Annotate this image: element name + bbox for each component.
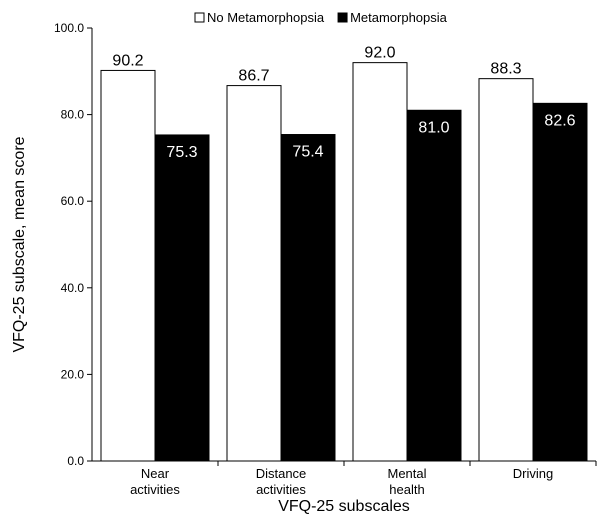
x-axis: Near activities Distance activities Mental he… xyxy=(92,460,597,497)
y-tick-label: 60.0 xyxy=(61,194,85,208)
bar xyxy=(100,69,156,462)
x-tick-label: Mental health xyxy=(387,466,426,497)
bar xyxy=(532,102,588,462)
x-axis-title: VFQ-25 subscales xyxy=(278,498,410,515)
y-tick-label: 20.0 xyxy=(61,367,85,381)
y-tick-label: 40.0 xyxy=(61,281,85,295)
data-label: 92.0 xyxy=(364,45,395,62)
y-tick-label: 100.0 xyxy=(54,21,84,35)
y-axis-title: VFQ-25 subscale, mean score xyxy=(11,136,28,352)
y-tick-label: 0.0 xyxy=(67,454,84,468)
bar xyxy=(352,62,408,462)
data-label: 81.0 xyxy=(418,119,449,136)
data-label: 75.3 xyxy=(166,144,197,161)
y-axis: 0.0 20.0 40.0 60.0 80.0 100.0 xyxy=(54,21,93,468)
x-tick-label: Driving xyxy=(513,466,553,481)
y-tick-label: 80.0 xyxy=(61,108,85,122)
legend-label: Metamorphopsia xyxy=(350,10,448,25)
data-label: 86.7 xyxy=(238,68,269,85)
x-tick-label: Near activities xyxy=(130,466,180,497)
bar xyxy=(280,134,336,462)
bar xyxy=(406,109,462,462)
data-label: 82.6 xyxy=(544,112,575,129)
data-label: 88.3 xyxy=(490,61,521,78)
legend-swatch xyxy=(194,12,205,23)
legend-label: No Metamorphopsia xyxy=(207,10,325,25)
data-label: 90.2 xyxy=(112,52,143,69)
data-label: 75.4 xyxy=(292,144,323,161)
bar xyxy=(154,134,210,462)
bar xyxy=(226,85,282,462)
legend-swatch xyxy=(337,12,348,23)
bar xyxy=(478,78,534,462)
legend: No Metamorphopsia Metamorphopsia xyxy=(194,10,448,25)
bars: 90.2 75.3 86.7 75.4 92.0 81.0 88.3 82.6 xyxy=(100,45,588,462)
x-tick-label: Distance activities xyxy=(256,466,307,497)
